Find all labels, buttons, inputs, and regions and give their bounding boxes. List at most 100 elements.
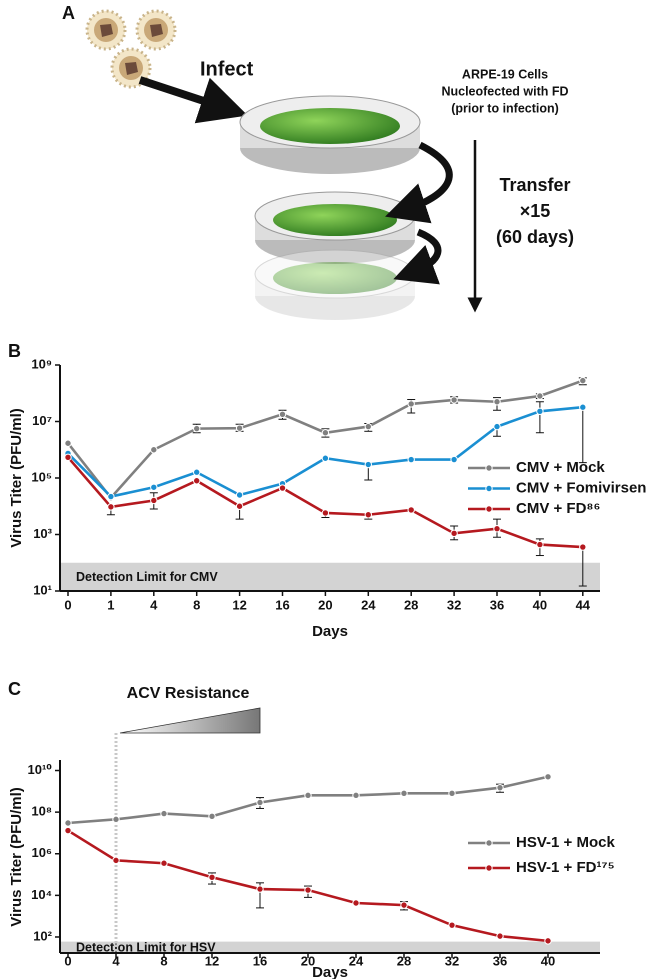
y-tick-label: 10²	[33, 928, 52, 943]
data-point	[407, 455, 415, 464]
data-point	[448, 921, 456, 929]
data-point	[579, 543, 587, 551]
x-tick-label: 28	[404, 597, 418, 612]
data-point	[364, 460, 372, 469]
data-point	[193, 468, 201, 476]
cells-label: ARPE-19 Cells	[462, 67, 548, 81]
data-point	[450, 396, 458, 404]
data-point	[64, 826, 72, 835]
cells-label: (prior to infection)	[451, 101, 559, 115]
infect-label: Infect	[200, 58, 254, 80]
legend-label: CMV + Fomivirsen	[516, 479, 646, 496]
x-tick-label: 36	[490, 597, 504, 612]
data-point	[536, 407, 544, 415]
data-point	[112, 815, 120, 824]
data-point	[496, 783, 504, 792]
data-point	[208, 812, 216, 821]
y-tick-label: 10⁹	[31, 356, 52, 371]
dish	[239, 95, 421, 174]
x-tick-label: 0	[64, 597, 71, 612]
annotation-label: ACV Resistance	[127, 685, 250, 702]
x-tick-label: 36	[493, 953, 507, 968]
detection-label: Detection Limit for CMV	[76, 570, 218, 584]
series-line	[67, 405, 583, 498]
data-point	[364, 511, 372, 519]
data-point	[493, 398, 501, 406]
x-tick-label: 20	[318, 597, 332, 612]
data-point	[493, 422, 501, 431]
data-point	[407, 400, 415, 408]
data-point	[544, 773, 552, 781]
panel-label: B	[8, 341, 21, 361]
data-point	[536, 392, 544, 400]
x-tick-label: 16	[275, 597, 289, 612]
x-tick-label: 16	[253, 953, 267, 968]
data-point	[364, 422, 372, 431]
x-tick-label: 24	[349, 953, 364, 968]
data-point	[450, 529, 458, 538]
data-point	[150, 483, 158, 491]
data-point	[450, 455, 458, 464]
data-point	[107, 503, 115, 511]
transfer-label: (60 days)	[496, 227, 574, 247]
x-tick-label: 44	[576, 597, 591, 612]
x-tick-label: 40	[533, 597, 547, 612]
data-point	[321, 454, 330, 462]
x-tick-label: 24	[361, 597, 376, 612]
legend-label: HSV-1 + Mock	[516, 834, 615, 851]
x-axis-title: Days	[312, 623, 348, 640]
x-tick-label: 28	[397, 953, 411, 968]
series-line	[66, 379, 584, 500]
data-point	[579, 403, 587, 411]
x-tick-label: 1	[107, 597, 114, 612]
error-bar	[578, 547, 587, 587]
legend-marker	[485, 505, 493, 513]
legend-label: CMV + Mock	[516, 459, 605, 476]
error-bar	[578, 407, 587, 464]
y-tick-label: 10⁵	[31, 469, 52, 484]
transfer-label: Transfer	[499, 175, 570, 195]
data-point	[64, 453, 72, 462]
y-tick-label: 10¹⁰	[28, 762, 53, 777]
data-point	[496, 932, 504, 940]
infect-arrow	[138, 76, 248, 124]
data-point	[304, 886, 312, 894]
data-point	[235, 424, 244, 432]
data-point	[256, 885, 264, 893]
x-axis-title: Days	[312, 964, 348, 979]
data-point	[400, 789, 408, 798]
x-tick-label: 4	[150, 597, 158, 612]
data-point	[493, 525, 501, 533]
data-point	[160, 859, 168, 867]
detection-band	[60, 941, 600, 953]
y-axis-title: Virus Titer (PFU/ml)	[8, 408, 25, 547]
legend-label: CMV + FD⁸⁶	[516, 500, 600, 517]
x-tick-label: 0	[64, 953, 71, 968]
data-point	[448, 789, 456, 798]
data-point	[256, 798, 264, 807]
data-point	[112, 856, 120, 865]
dish	[254, 249, 416, 320]
panel-label: A	[62, 3, 75, 23]
data-point	[579, 376, 587, 385]
legend-marker	[485, 464, 493, 472]
y-tick-label: 10¹	[33, 582, 52, 597]
data-point	[107, 492, 115, 501]
x-tick-label: 20	[301, 953, 315, 968]
legend-label: HSV-1 + FD¹⁷⁵	[516, 859, 615, 876]
y-tick-label: 10⁸	[31, 804, 52, 819]
data-point	[304, 791, 312, 800]
x-tick-label: 8	[193, 597, 200, 612]
cells-label: Nucleofected with FD	[441, 84, 568, 98]
x-tick-label: 32	[445, 953, 459, 968]
data-point	[150, 496, 158, 505]
y-tick-label: 10³	[33, 526, 52, 541]
legend-marker	[485, 839, 493, 847]
y-axis-title: Virus Titer (PFU/ml)	[8, 787, 25, 926]
data-point	[193, 477, 201, 485]
data-point	[278, 484, 287, 492]
data-point	[208, 873, 216, 881]
data-point	[352, 899, 360, 907]
